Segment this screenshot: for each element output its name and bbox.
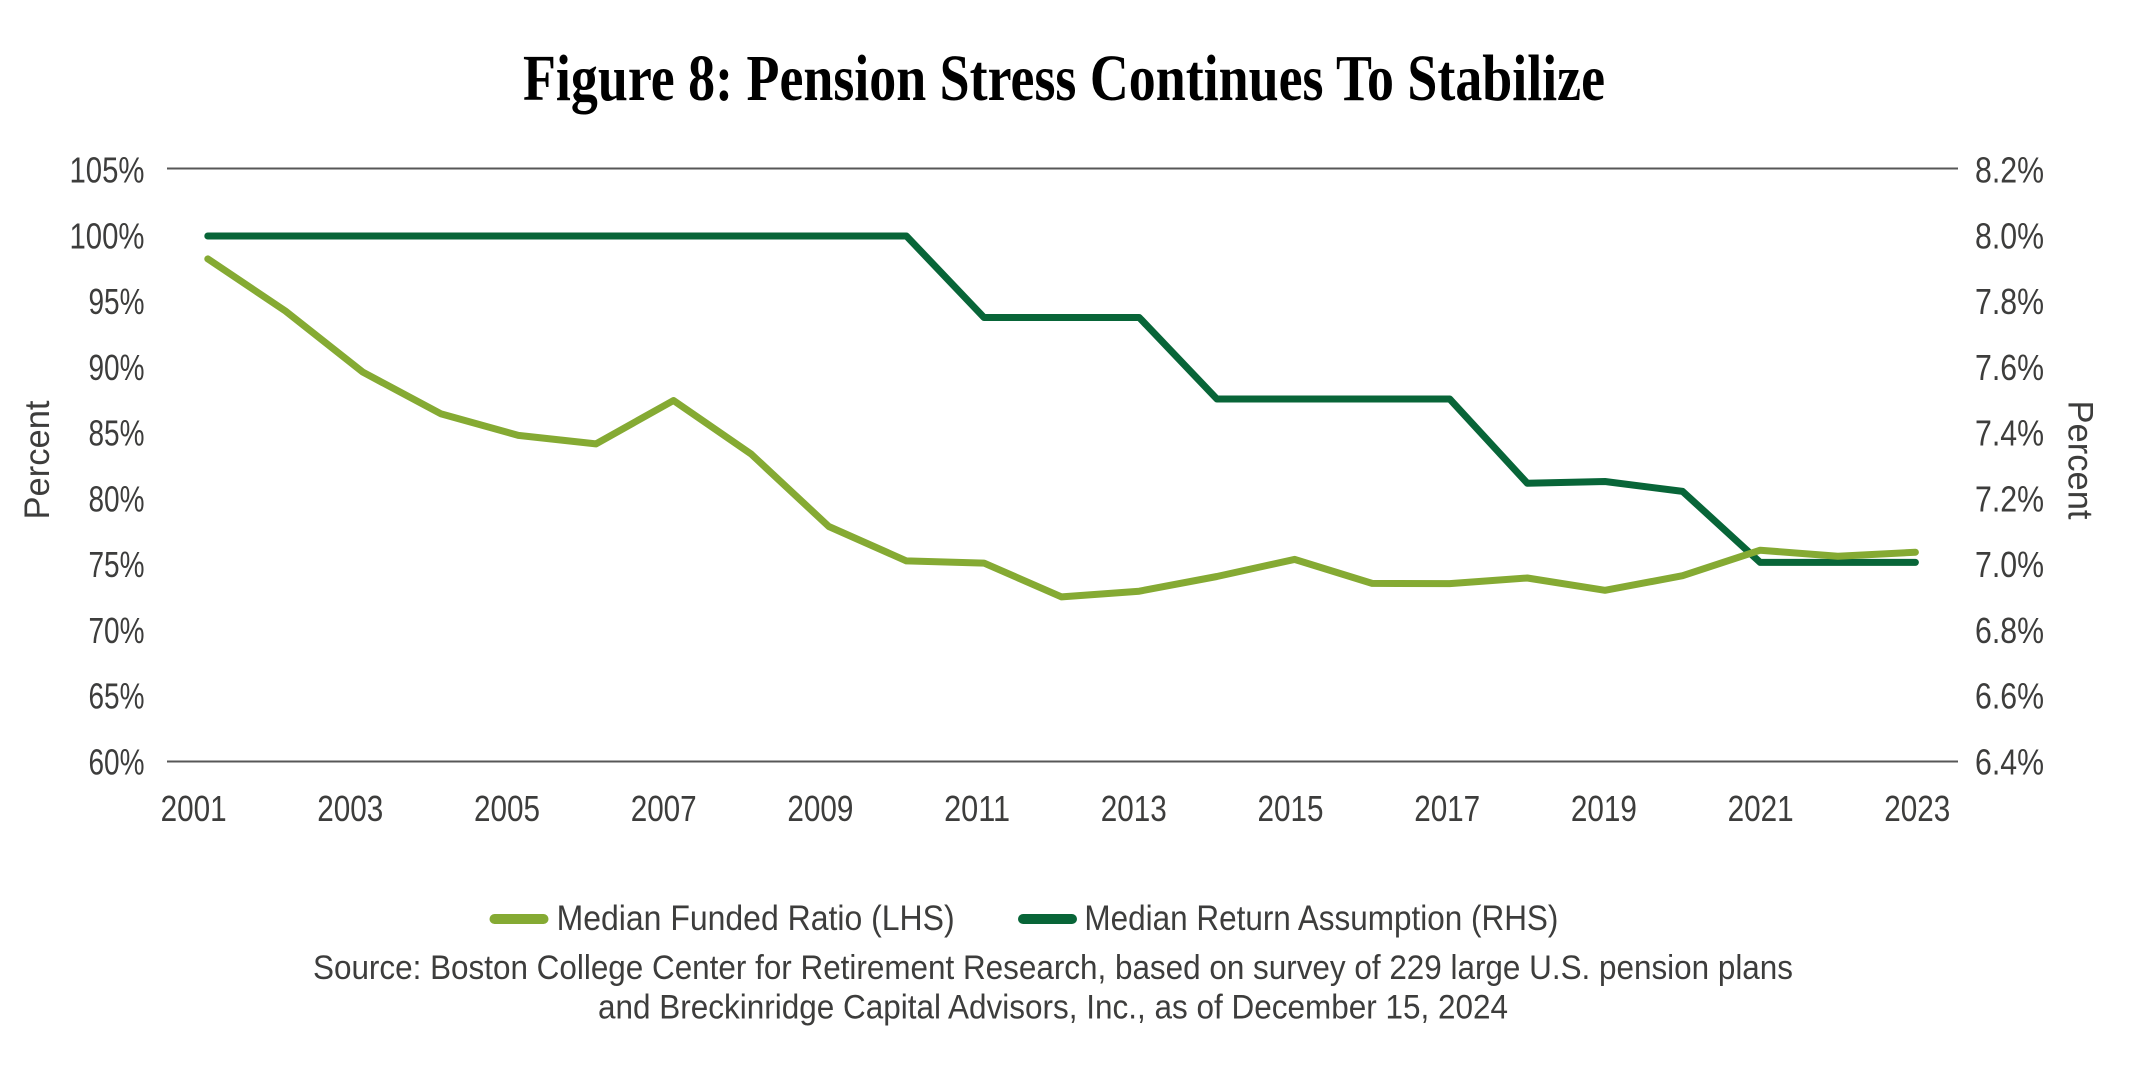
svg-text:8.2%: 8.2% bbox=[1975, 150, 2044, 191]
svg-text:2007: 2007 bbox=[631, 788, 697, 829]
svg-text:7.6%: 7.6% bbox=[1975, 347, 2044, 388]
svg-text:7.2%: 7.2% bbox=[1975, 478, 2044, 519]
svg-text:90%: 90% bbox=[89, 347, 145, 388]
svg-text:2001: 2001 bbox=[161, 788, 227, 829]
svg-text:85%: 85% bbox=[89, 413, 145, 454]
svg-text:6.6%: 6.6% bbox=[1975, 676, 2044, 717]
svg-text:2023: 2023 bbox=[1884, 788, 1950, 829]
svg-text:2021: 2021 bbox=[1728, 788, 1794, 829]
svg-text:Percent: Percent bbox=[18, 400, 57, 519]
svg-text:Median Funded Ratio (LHS): Median Funded Ratio (LHS) bbox=[557, 899, 955, 938]
svg-text:80%: 80% bbox=[89, 478, 145, 519]
svg-text:7.0%: 7.0% bbox=[1975, 544, 2044, 585]
svg-text:2019: 2019 bbox=[1571, 788, 1637, 829]
svg-text:2003: 2003 bbox=[317, 788, 383, 829]
svg-text:8.0%: 8.0% bbox=[1975, 215, 2044, 256]
svg-text:75%: 75% bbox=[89, 544, 145, 585]
svg-text:2017: 2017 bbox=[1414, 788, 1480, 829]
svg-text:and Breckinridge Capital Advis: and Breckinridge Capital Advisors, Inc.,… bbox=[598, 989, 1508, 1027]
svg-text:Median Return Assumption (RHS): Median Return Assumption (RHS) bbox=[1084, 899, 1558, 938]
svg-text:6.4%: 6.4% bbox=[1975, 742, 2044, 783]
svg-text:2009: 2009 bbox=[787, 788, 853, 829]
svg-text:95%: 95% bbox=[89, 281, 145, 322]
svg-text:2013: 2013 bbox=[1101, 788, 1167, 829]
svg-text:Source: Boston College Center: Source: Boston College Center for Retire… bbox=[313, 949, 1793, 987]
svg-text:7.8%: 7.8% bbox=[1975, 281, 2044, 322]
svg-text:70%: 70% bbox=[89, 610, 145, 651]
svg-text:Figure 8: Pension Stress Conti: Figure 8: Pension Stress Continues To St… bbox=[523, 42, 1605, 115]
svg-text:Percent: Percent bbox=[2061, 401, 2100, 520]
svg-text:2011: 2011 bbox=[944, 788, 1010, 829]
svg-text:6.8%: 6.8% bbox=[1975, 610, 2044, 651]
svg-text:2005: 2005 bbox=[474, 788, 540, 829]
svg-text:60%: 60% bbox=[89, 742, 145, 783]
svg-text:65%: 65% bbox=[89, 676, 145, 717]
svg-text:7.4%: 7.4% bbox=[1975, 413, 2044, 454]
svg-text:2015: 2015 bbox=[1258, 788, 1324, 829]
svg-text:105%: 105% bbox=[70, 150, 145, 191]
svg-text:100%: 100% bbox=[70, 215, 145, 256]
